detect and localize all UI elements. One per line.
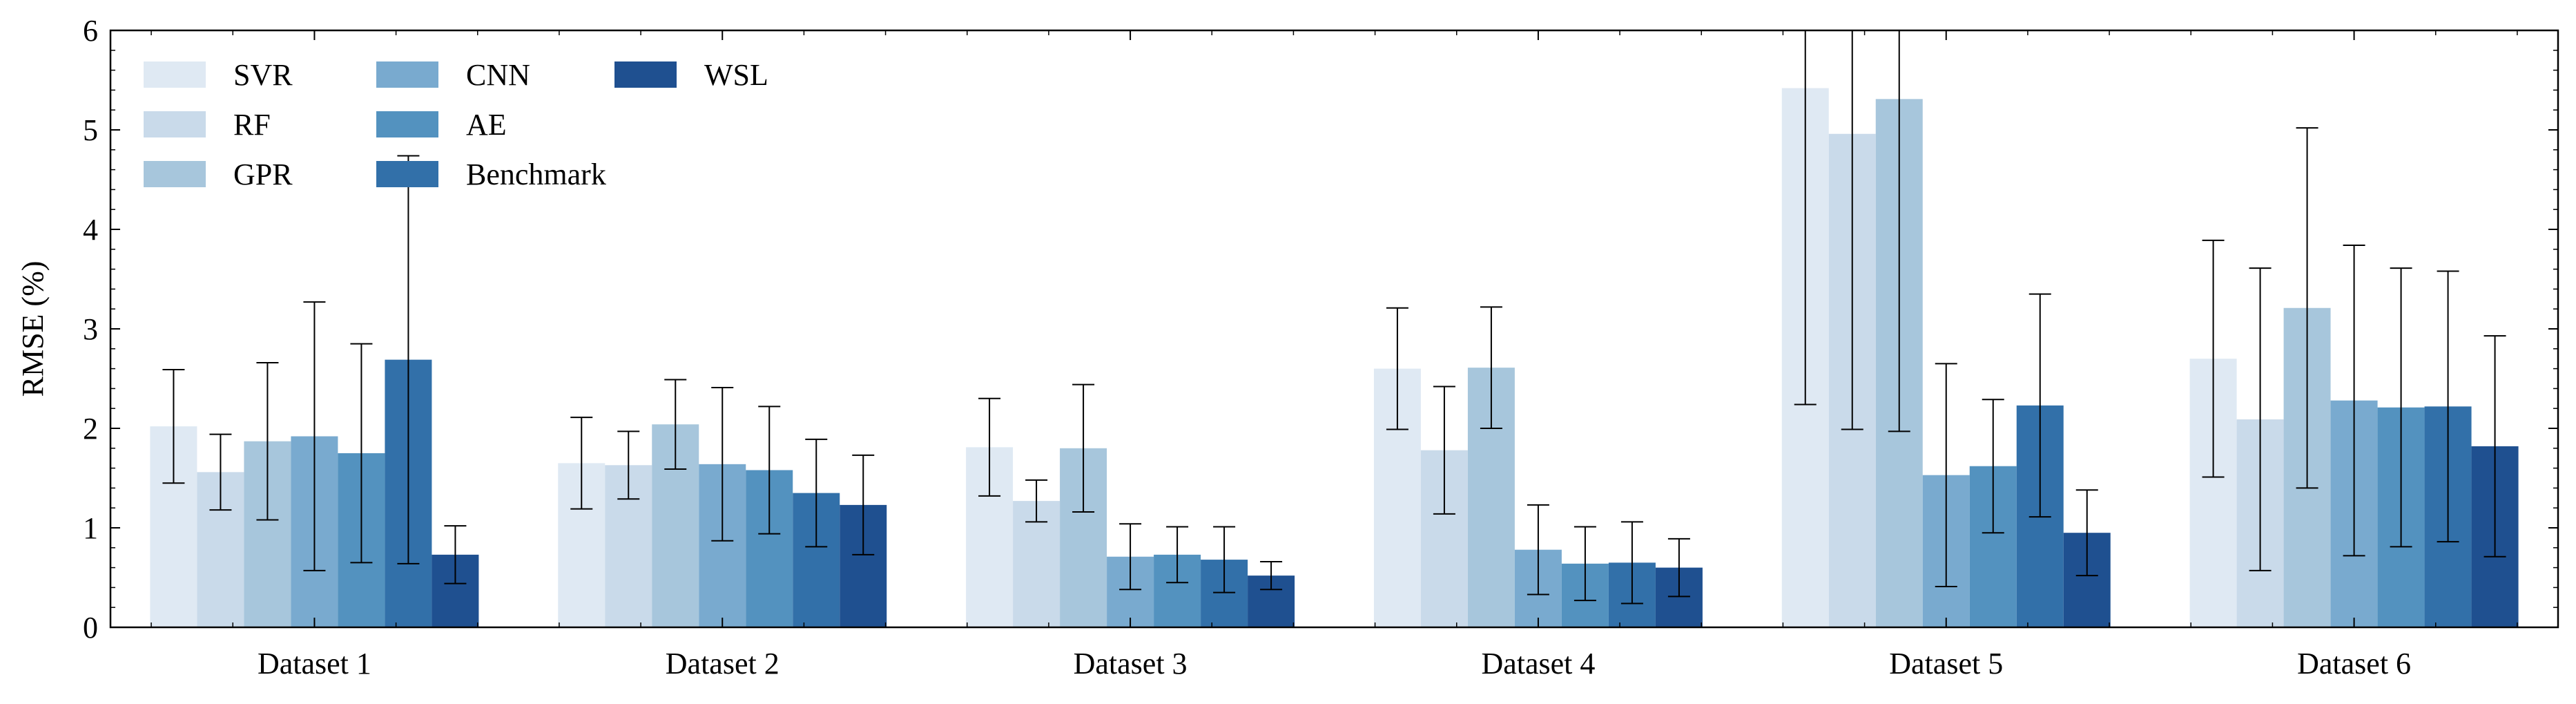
legend-swatch-benchmark — [376, 161, 438, 187]
x-tick-label: Dataset 3 — [1074, 647, 1188, 681]
legend-swatch-svr — [144, 61, 206, 88]
x-tick-label: Dataset 2 — [666, 647, 779, 681]
axes-layer: Dataset 1 Dataset 2 Dataset 3 Dataset 4 Data… — [83, 14, 2559, 681]
x-tick-label: Dataset 4 — [1481, 647, 1595, 681]
y-tick-label: 5 — [83, 113, 98, 147]
bars-layer — [150, 88, 2519, 627]
y-axis-title: RMSE (%) — [16, 261, 50, 397]
y-tick-label: 4 — [83, 213, 98, 247]
x-tick-label: Dataset 5 — [1889, 647, 2003, 681]
legend-label-wsl: WSL — [704, 58, 768, 92]
y-tick-label: 2 — [83, 412, 98, 446]
legend-label-gpr: GPR — [233, 158, 293, 191]
legend-label-ae: AE — [466, 108, 507, 142]
legend-swatch-gpr — [144, 161, 206, 187]
legend-label-rf: RF — [233, 108, 271, 142]
y-tick-label: 0 — [83, 611, 98, 645]
legend-label-cnn: CNN — [466, 58, 530, 92]
legend: SVR RF GPR CNN AE Benchmark WSL — [144, 58, 768, 191]
error-bars-layer — [162, 30, 2506, 605]
legend-swatch-cnn — [376, 61, 438, 88]
legend-label-benchmark: Benchmark — [466, 158, 606, 191]
legend-swatch-wsl — [614, 61, 677, 88]
y-tick-label: 1 — [83, 511, 98, 545]
plot-frame — [109, 29, 2559, 629]
x-tick-label: Dataset 1 — [258, 647, 371, 681]
x-tick-label: Dataset 6 — [2297, 647, 2411, 681]
legend-swatch-ae — [376, 111, 438, 137]
y-tick-label: 3 — [83, 312, 98, 346]
legend-swatch-rf — [144, 111, 206, 137]
y-tick-label: 6 — [83, 14, 98, 48]
legend-label-svr: SVR — [233, 58, 293, 92]
